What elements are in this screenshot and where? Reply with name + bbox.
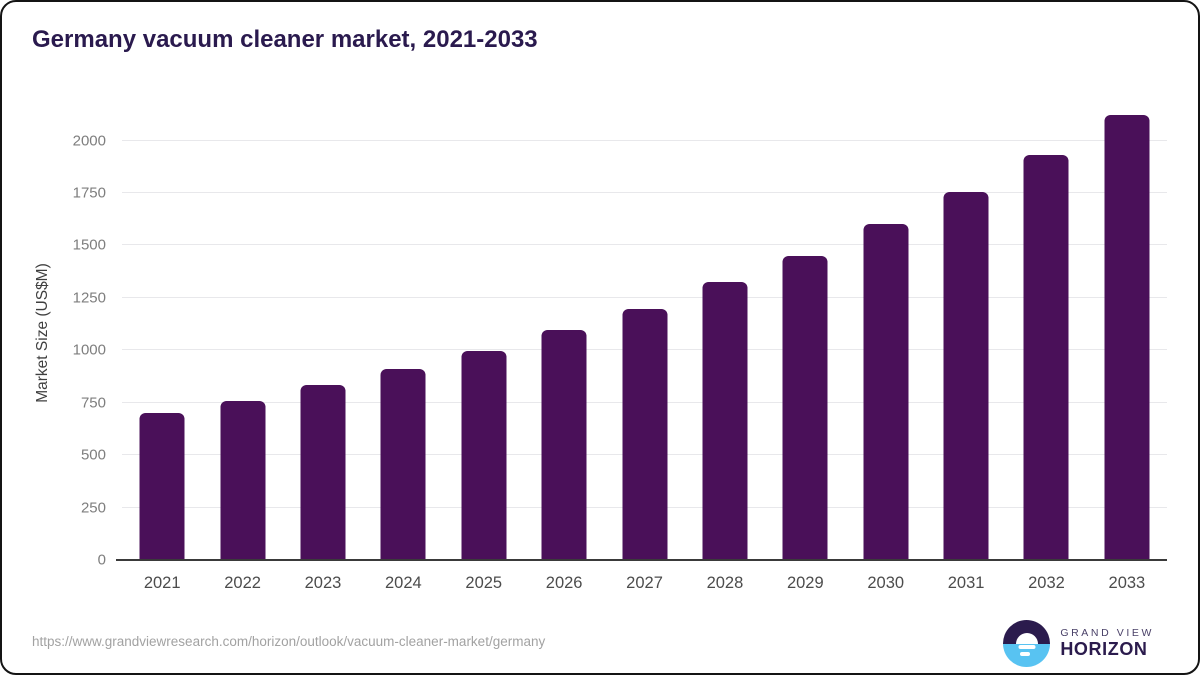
y-tick-1250: 1250 xyxy=(72,289,106,307)
x-tick-2032: 2032 xyxy=(1028,574,1065,592)
y-tick-1750: 1750 xyxy=(72,184,106,202)
bar-2026 xyxy=(541,330,587,560)
brand-name-bottom: HORIZON xyxy=(1060,639,1148,660)
gridline-2000 xyxy=(122,139,1167,141)
logo-reflection-line-1 xyxy=(1018,645,1036,650)
gridline-1500 xyxy=(122,244,1167,246)
gridline-1750 xyxy=(122,192,1167,193)
brand-logo: GRAND VIEW HORIZON xyxy=(1003,620,1154,667)
bar-2023 xyxy=(300,384,346,560)
y-tick-2000: 2000 xyxy=(72,132,106,150)
source-url: https://www.grandviewresearch.com/horizo… xyxy=(32,634,546,649)
y-axis-tick-labels: 0 250 500 750 1000 1250 1500 1750 2000 xyxy=(2,107,106,568)
brand-name: GRAND VIEW HORIZON xyxy=(1060,627,1154,660)
bar-column-2028 xyxy=(685,107,765,560)
bar-2027 xyxy=(622,309,668,560)
bar-2028 xyxy=(702,282,748,560)
x-tick-2033: 2033 xyxy=(1108,574,1146,592)
bars-layer xyxy=(122,107,1167,560)
x-tick-2031: 2031 xyxy=(947,574,985,592)
bar-column-2026 xyxy=(524,107,604,560)
bar-2032 xyxy=(1023,155,1069,560)
chart-title: Germany vacuum cleaner market, 2021-2033 xyxy=(32,26,538,53)
bar-2030 xyxy=(863,224,909,560)
x-tick-2030: 2030 xyxy=(867,574,905,592)
bar-column-2025 xyxy=(444,107,524,560)
horizon-sunrise-icon xyxy=(1003,620,1051,667)
logo-reflection-line-2 xyxy=(1019,652,1030,657)
x-tick-2027: 2027 xyxy=(626,574,663,592)
bar-column-2031 xyxy=(926,107,1006,560)
bar-column-2022 xyxy=(202,107,282,560)
y-tick-1000: 1000 xyxy=(72,341,106,359)
bar-2022 xyxy=(220,400,266,560)
bar-column-2021 xyxy=(122,107,202,560)
x-tick-2024: 2024 xyxy=(385,574,422,592)
bar-column-2023 xyxy=(283,107,363,560)
bar-column-2033 xyxy=(1087,107,1167,560)
bar-column-2027 xyxy=(604,107,684,560)
gridline-1250 xyxy=(122,296,1167,298)
bar-2033 xyxy=(1104,115,1150,560)
x-tick-2025: 2025 xyxy=(465,574,503,592)
y-tick-500: 500 xyxy=(80,446,106,464)
x-axis-tick-labels: 2021 2022 2023 2024 2025 2026 2027 2028 2029 2030… xyxy=(122,562,1167,593)
x-tick-2028: 2028 xyxy=(706,574,744,592)
logo-sun-dome xyxy=(1015,632,1038,644)
bar-column-2032 xyxy=(1006,107,1086,560)
bar-column-2029 xyxy=(765,107,845,560)
x-tick-2022: 2022 xyxy=(224,574,261,592)
bar-2029 xyxy=(782,255,828,560)
bar-2021 xyxy=(139,413,185,560)
y-tick-750: 750 xyxy=(80,394,106,412)
x-tick-2026: 2026 xyxy=(545,574,583,592)
logo-sky-half xyxy=(1003,620,1051,644)
x-tick-2021: 2021 xyxy=(143,574,181,592)
x-axis-line xyxy=(116,559,1167,561)
plot-area xyxy=(116,107,1167,561)
bar-2031 xyxy=(943,191,989,560)
x-tick-2029: 2029 xyxy=(786,574,824,592)
bar-2024 xyxy=(380,369,426,560)
y-tick-0: 0 xyxy=(97,551,106,569)
brand-name-top: GRAND VIEW xyxy=(1060,627,1154,640)
bar-column-2030 xyxy=(846,107,926,560)
y-tick-1500: 1500 xyxy=(72,236,106,254)
y-tick-250: 250 xyxy=(80,499,106,517)
bar-2025 xyxy=(461,351,507,560)
x-tick-2023: 2023 xyxy=(304,574,342,592)
bar-column-2024 xyxy=(363,107,443,560)
